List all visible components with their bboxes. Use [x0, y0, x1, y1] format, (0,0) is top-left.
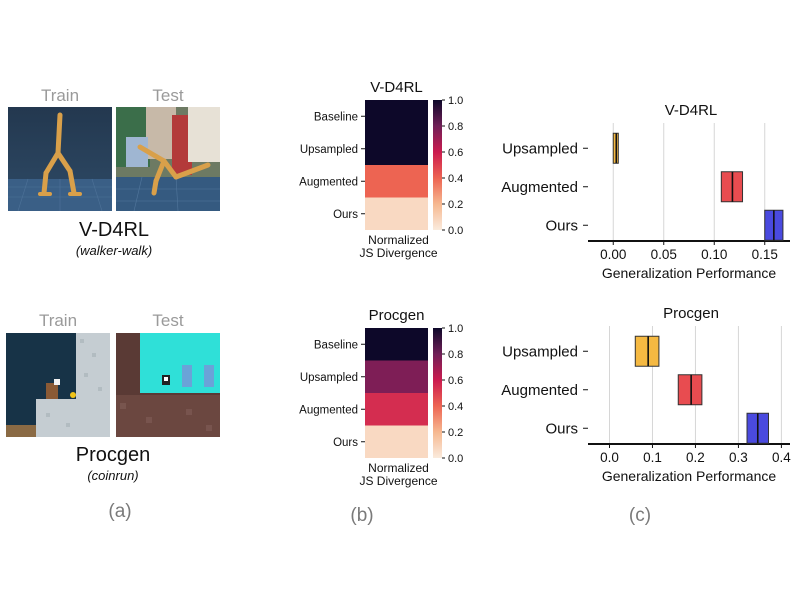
heatmap-vd4rl-cbtick-label-0-0: 0.0: [448, 225, 463, 237]
boxplot-vd4rl: V-D4RL 0.00 0.05 0.10 0.15 Generalization Per…: [501, 102, 790, 281]
vd4rl-train-image: [8, 107, 112, 211]
boxplot-procgen-xtick-label-0-4: 0.4: [772, 450, 791, 465]
vd4rl-env-title: V-D4RL: [78, 219, 150, 241]
heatmap-procgen-ylabel-upsampled: Upsampled: [300, 372, 358, 384]
boxplot-vd4rl-xtick-label-0-10: 0.10: [701, 247, 727, 262]
procgen-train-caption: Train: [38, 311, 78, 330]
boxplot-vd4rl-ylabel-upsampled: Upsampled: [502, 140, 578, 157]
panel-b-label: (b): [350, 505, 374, 526]
boxplot-procgen-box-augmented: [677, 374, 703, 406]
heatmap-procgen-cbtick-label-0-6: 0.6: [448, 375, 463, 387]
boxplot-procgen-xtick-label-0-2: 0.2: [686, 450, 705, 465]
procgen-env-subtitle: (coinrun): [87, 468, 139, 483]
procgen-train-image: [6, 333, 110, 437]
boxplot-procgen-title: Procgen: [663, 305, 719, 322]
heatmap-procgen-cbtick-label-0-0: 0.0: [448, 453, 463, 465]
heatmap-vd4rl-colorbar: [433, 100, 442, 230]
vd4rl-test-caption: Test: [152, 86, 184, 105]
boxplot-vd4rl-title: V-D4RL: [665, 102, 718, 119]
boxplot-vd4rl-xtick-label-0-00: 0.00: [600, 247, 626, 262]
heatmap-vd4rl-ylabel-ours: Ours: [333, 209, 358, 221]
heatmap-vd4rl-cell-augmented: [365, 165, 428, 198]
heatmap-procgen-cell-baseline: [365, 328, 428, 361]
boxplot-procgen-ylabel-augmented: Augmented: [501, 382, 578, 399]
heatmap-procgen-ylabel-ours: Ours: [333, 437, 358, 449]
boxplot-procgen-xlabel: Generalization Performance: [602, 468, 777, 484]
panel-c-label: (c): [628, 505, 652, 526]
heatmap-procgen-cell-ours: [365, 425, 428, 458]
boxplot-procgen-xtick-label-0-3: 0.3: [729, 450, 748, 465]
heatmap-procgen-ylabel-baseline: Baseline: [314, 339, 358, 351]
heatmap-procgen-cell-augmented: [365, 393, 428, 426]
procgen-test-image: [116, 333, 220, 437]
heatmap-vd4rl-cell-ours: [365, 197, 428, 230]
heatmap-vd4rl-cblabel-1: JS Divergence: [359, 246, 437, 260]
heatmap-vd4rl-cblabel-0: Normalized: [368, 233, 429, 247]
heatmap-procgen-title: Procgen: [369, 307, 425, 324]
heatmap-vd4rl-cbtick-label-0-2: 0.2: [448, 199, 463, 211]
heatmap-procgen-cblabel-1: JS Divergence: [359, 474, 437, 488]
heatmap-vd4rl-cell-upsampled: [365, 132, 428, 165]
heatmap-procgen-cbtick-label-0-2: 0.2: [448, 427, 463, 439]
heatmap-vd4rl-cbtick-label-0-8: 0.8: [448, 121, 463, 133]
heatmap-procgen-cell-upsampled: [365, 360, 428, 393]
heatmap-vd4rl-cbtick-label-0-6: 0.6: [448, 147, 463, 159]
boxplot-procgen-xtick-label-0-1: 0.1: [643, 450, 662, 465]
vd4rl-env-subtitle: (walker-walk): [75, 243, 153, 258]
heatmap-vd4rl-title: V-D4RL: [370, 79, 423, 96]
panel-a-label: (a): [108, 501, 132, 522]
heatmap-procgen-cbtick-label-0-4: 0.4: [448, 401, 463, 413]
boxplot-vd4rl-xtick-label-0-05: 0.05: [651, 247, 677, 262]
heatmap-vd4rl-ylabel-baseline: Baseline: [314, 111, 358, 123]
heatmap-vd4rl-cell-baseline: [365, 100, 428, 133]
procgen-test-caption: Test: [152, 311, 184, 330]
heatmap-vd4rl-ylabel-augmented: Augmented: [299, 176, 358, 188]
boxplot-vd4rl-xtick-label-0-15: 0.15: [752, 247, 778, 262]
boxplot-vd4rl-xlabel: Generalization Performance: [602, 265, 777, 281]
heatmap-procgen-cbtick-label-0-8: 0.8: [448, 349, 463, 361]
boxplot-procgen-box-upsampled: [634, 335, 660, 367]
boxplot-procgen-xtick-label-0-0: 0.0: [600, 450, 619, 465]
heatmap-procgen-ylabel-augmented: Augmented: [299, 404, 358, 416]
heatmap-procgen-cbtick-label-1-0: 1.0: [448, 323, 463, 335]
boxplot-vd4rl-ylabel-augmented: Augmented: [501, 179, 578, 196]
heatmap-procgen-cblabel-0: Normalized: [368, 461, 429, 475]
heatmap-vd4rl-cbtick-label-0-4: 0.4: [448, 173, 463, 185]
boxplot-procgen-ylabel-ours: Ours: [545, 420, 578, 437]
procgen-env-title: Procgen: [75, 444, 151, 466]
vd4rl-train-caption: Train: [40, 86, 80, 105]
boxplot-procgen: Procgen 0.0 0.1 0.2 0.3 0.4 Generalization Per…: [501, 305, 791, 484]
boxplot-vd4rl-ylabel-ours: Ours: [545, 217, 578, 234]
vd4rl-test-image: [116, 107, 220, 211]
heatmap-vd4rl-ylabel-upsampled: Upsampled: [300, 144, 358, 156]
heatmap-vd4rl-cbtick-label-1-0: 1.0: [448, 95, 463, 107]
boxplot-procgen-ylabel-upsampled: Upsampled: [502, 343, 578, 360]
heatmap-procgen: Procgen Baseline Upsampled Augmented Ours 0.0…: [299, 307, 463, 488]
heatmap-procgen-colorbar: [433, 328, 442, 458]
heatmap-vd4rl: V-D4RL Baseline Upsampled Augmented Ours 0.0 0…: [299, 79, 463, 260]
